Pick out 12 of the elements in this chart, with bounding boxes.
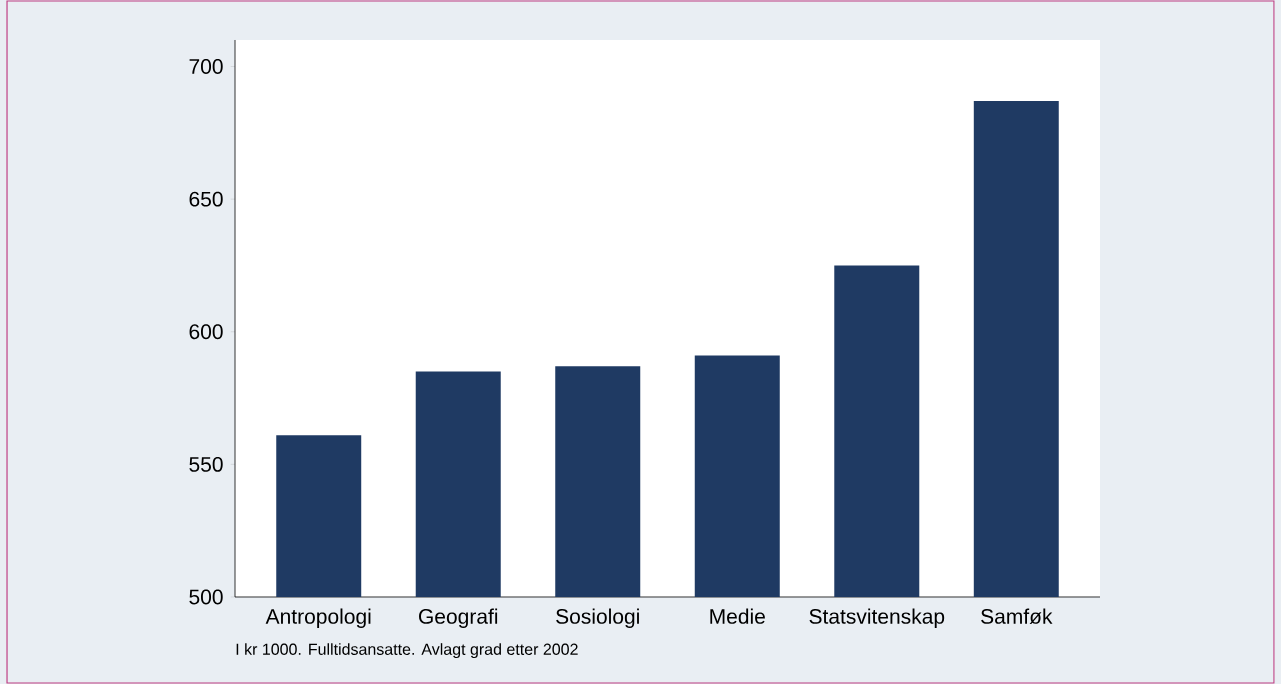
x-tick-label: Sosiologi xyxy=(556,608,639,629)
y-tick-label: 550 xyxy=(189,456,223,472)
y-tick-label: 500 xyxy=(189,589,223,605)
x-tick-label: Samføk xyxy=(981,608,1053,625)
x-tick-label: Medie xyxy=(710,608,765,624)
y-tick-label: 600 xyxy=(189,324,223,340)
x-tick-label: Geografi xyxy=(419,608,498,629)
y-tick-label: 700 xyxy=(189,59,223,74)
x-tick-label: Statsvitenskap xyxy=(809,608,945,629)
x-tick-label: Antropologi xyxy=(265,608,371,629)
y-tick-label: 650 xyxy=(189,191,223,207)
text: I kr 1000. Fulltidsansatte. Avlagt grad etter 2002 xyxy=(236,643,578,659)
